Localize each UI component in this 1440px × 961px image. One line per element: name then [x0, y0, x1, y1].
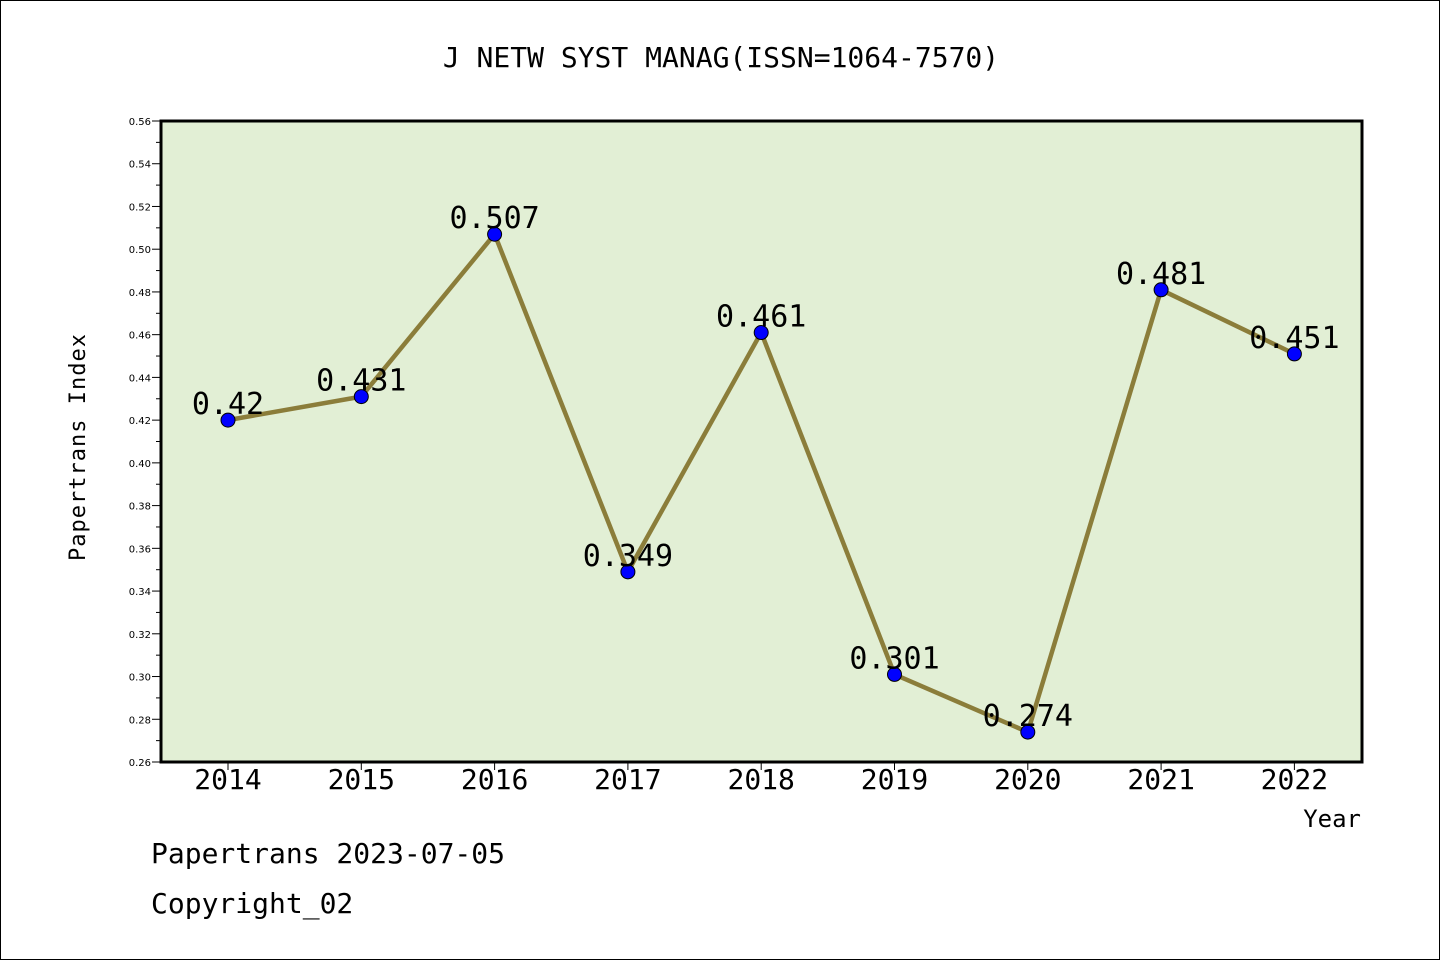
- data-point: [1020, 724, 1036, 740]
- data-label: 0.349: [583, 539, 673, 574]
- data-label: 0.431: [316, 364, 406, 399]
- data-point: [487, 226, 503, 242]
- x-tick-label: 2021: [1127, 763, 1194, 796]
- plot-area: [159, 119, 1364, 764]
- data-point: [353, 389, 369, 405]
- y-tick-label: 0.42: [129, 416, 151, 427]
- data-label: 0.451: [1249, 321, 1339, 356]
- footer-copyright-text: Copyright_02: [151, 887, 354, 920]
- footer-date-text: Papertrans 2023-07-05: [151, 837, 506, 870]
- data-point: [220, 412, 236, 428]
- y-tick-label: 0.48: [129, 288, 151, 299]
- chart-title: J NETW SYST MANAG(ISSN=1064-7570): [443, 41, 999, 74]
- x-tick-label: 2015: [328, 763, 395, 796]
- y-tick-label: 0.46: [129, 331, 151, 342]
- y-tick-label: 0.44: [129, 373, 151, 384]
- data-label: 0.461: [716, 300, 806, 335]
- data-point: [620, 564, 636, 580]
- data-label: 0.301: [849, 641, 939, 676]
- data-label: 0.274: [983, 699, 1073, 734]
- x-tick-label: 2014: [194, 763, 261, 796]
- y-tick-label: 0.50: [129, 245, 151, 256]
- data-label: 0.42: [192, 387, 264, 422]
- data-label: 0.507: [449, 201, 539, 236]
- y-tick-label: 0.52: [129, 202, 151, 213]
- x-tick-label: 2020: [994, 763, 1061, 796]
- data-point: [887, 666, 902, 682]
- x-axis-label: Year: [1303, 805, 1361, 833]
- y-tick-label: 0.32: [129, 630, 151, 641]
- x-tick-label: 2018: [727, 763, 794, 796]
- y-tick-label: 0.34: [129, 587, 151, 598]
- x-axis-ticks: 2014 2015 2016 2017 2018 2019 2020 2021 2022: [194, 762, 1328, 796]
- y-tick-label: 0.28: [129, 715, 151, 726]
- x-tick-label: 2016: [461, 763, 528, 796]
- x-tick-label: 2017: [594, 763, 661, 796]
- y-tick-label: 0.30: [129, 673, 151, 684]
- y-tick-label: 0.26: [129, 758, 151, 769]
- y-tick-label: 0.40: [129, 459, 151, 470]
- y-tick-label: 0.56: [129, 117, 151, 128]
- data-point: [1286, 346, 1302, 362]
- y-tick-label: 0.54: [129, 160, 151, 171]
- y-tick-label: 0.36: [129, 544, 151, 555]
- y-axis-label: Papertrans Index: [66, 333, 91, 561]
- y-tick-label: 0.38: [129, 502, 151, 513]
- x-tick-label: 2022: [1261, 763, 1328, 796]
- data-point: [1153, 282, 1169, 298]
- data-point: [753, 325, 769, 341]
- x-tick-label: 2019: [861, 763, 928, 796]
- y-axis-ticks: 0.26 0.28 0.30 0.32 0.34 0.36 0.38 0.40 0.42 0.44…: [129, 117, 161, 769]
- data-label: 0.481: [1116, 257, 1206, 292]
- data-labels: 0.42 0.431 0.507 0.349 0.461 0.301 0.274 0.481 0…: [192, 201, 1340, 734]
- data-markers: [220, 226, 1302, 740]
